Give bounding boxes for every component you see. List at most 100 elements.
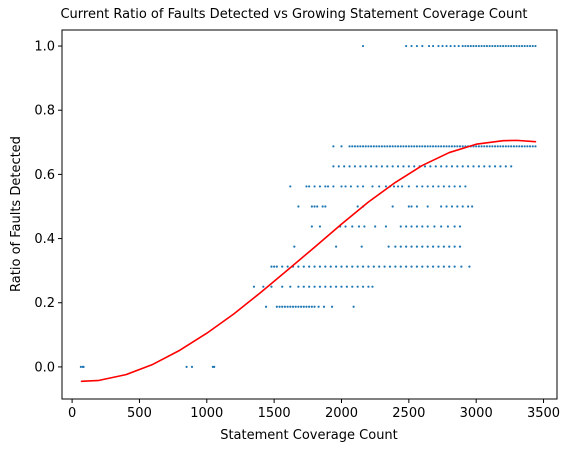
data-point bbox=[485, 44, 489, 48]
data-point bbox=[415, 145, 419, 148]
y-tick-label: 0.0 bbox=[34, 360, 55, 375]
data-point bbox=[415, 185, 419, 188]
data-point bbox=[383, 265, 386, 268]
data-point bbox=[324, 205, 327, 208]
y-tick-label: 0.2 bbox=[34, 296, 55, 311]
data-point bbox=[356, 145, 359, 148]
y-tick-label: 0.8 bbox=[34, 104, 55, 119]
data-point bbox=[380, 145, 383, 148]
data-point bbox=[372, 145, 375, 148]
y-tick-label: 1.0 bbox=[34, 40, 55, 55]
data-point bbox=[467, 205, 470, 208]
x-axis-label: Statement Coverage Count bbox=[220, 428, 398, 443]
data-point bbox=[453, 44, 456, 48]
data-point bbox=[448, 265, 451, 268]
data-point bbox=[317, 305, 320, 308]
data-point bbox=[531, 145, 534, 148]
data-point bbox=[426, 205, 429, 208]
data-point bbox=[423, 145, 427, 148]
data-point bbox=[348, 165, 351, 168]
data-point bbox=[407, 165, 410, 168]
data-point bbox=[504, 145, 507, 148]
data-point bbox=[407, 145, 410, 148]
data-point bbox=[394, 265, 397, 268]
data-point bbox=[453, 185, 456, 188]
data-point bbox=[526, 44, 529, 48]
data-point bbox=[477, 165, 480, 168]
data-point bbox=[313, 265, 316, 268]
data-point bbox=[388, 145, 392, 148]
data-point bbox=[431, 145, 435, 148]
data-point bbox=[275, 305, 278, 308]
data-point bbox=[302, 305, 305, 308]
data-point bbox=[431, 265, 435, 268]
data-point bbox=[410, 205, 413, 208]
data-point bbox=[302, 265, 305, 268]
data-point bbox=[461, 205, 464, 208]
data-point bbox=[429, 145, 432, 148]
data-point bbox=[523, 145, 526, 148]
data-point bbox=[415, 205, 419, 208]
data-point bbox=[488, 165, 491, 168]
data-point bbox=[453, 225, 456, 228]
data-point bbox=[496, 145, 499, 148]
data-point bbox=[450, 145, 454, 148]
data-point bbox=[405, 44, 408, 48]
data-point bbox=[440, 205, 443, 208]
data-point bbox=[499, 44, 502, 48]
data-point bbox=[372, 265, 375, 268]
data-point bbox=[308, 305, 311, 308]
data-point bbox=[297, 285, 300, 288]
y-tick-label: 0.4 bbox=[34, 232, 55, 247]
data-point bbox=[356, 285, 359, 288]
data-point bbox=[520, 145, 524, 148]
data-point bbox=[356, 265, 359, 268]
x-tick-label: 3500 bbox=[527, 406, 560, 421]
data-point bbox=[318, 265, 322, 268]
data-point bbox=[310, 225, 313, 228]
data-point bbox=[270, 285, 273, 288]
data-point bbox=[464, 185, 467, 188]
data-point bbox=[264, 305, 268, 308]
data-point bbox=[461, 145, 464, 148]
data-point bbox=[405, 145, 408, 148]
data-point bbox=[456, 165, 459, 168]
data-point bbox=[468, 265, 471, 268]
data-point bbox=[426, 185, 429, 188]
data-point bbox=[426, 225, 429, 228]
data-point bbox=[491, 145, 494, 148]
data-point bbox=[340, 265, 343, 268]
data-point bbox=[534, 145, 537, 148]
data-point bbox=[442, 145, 445, 148]
data-point bbox=[335, 285, 338, 288]
data-point bbox=[371, 285, 374, 288]
data-point bbox=[386, 145, 389, 148]
data-point bbox=[394, 245, 397, 248]
data-point bbox=[370, 145, 373, 148]
data-point bbox=[499, 145, 502, 148]
data-point bbox=[396, 185, 400, 188]
data-point bbox=[356, 205, 359, 208]
data-point bbox=[421, 44, 424, 48]
data-point bbox=[477, 44, 480, 48]
data-point bbox=[335, 265, 338, 268]
data-point bbox=[520, 44, 524, 48]
data-point bbox=[467, 44, 470, 48]
data-point bbox=[402, 165, 405, 168]
x-tick-label: 2000 bbox=[325, 406, 358, 421]
data-point bbox=[289, 185, 292, 188]
data-point bbox=[326, 185, 330, 188]
data-point bbox=[523, 44, 526, 48]
data-point bbox=[528, 44, 532, 48]
data-point bbox=[504, 165, 507, 168]
data-point bbox=[270, 265, 273, 268]
data-point bbox=[502, 145, 505, 148]
data-point bbox=[294, 305, 297, 308]
data-point bbox=[475, 145, 478, 148]
data-point bbox=[437, 44, 440, 48]
data-point bbox=[477, 145, 480, 148]
x-tick-label: 1000 bbox=[190, 406, 223, 421]
data-point bbox=[361, 145, 365, 148]
data-point bbox=[534, 44, 537, 48]
data-point bbox=[510, 145, 513, 148]
